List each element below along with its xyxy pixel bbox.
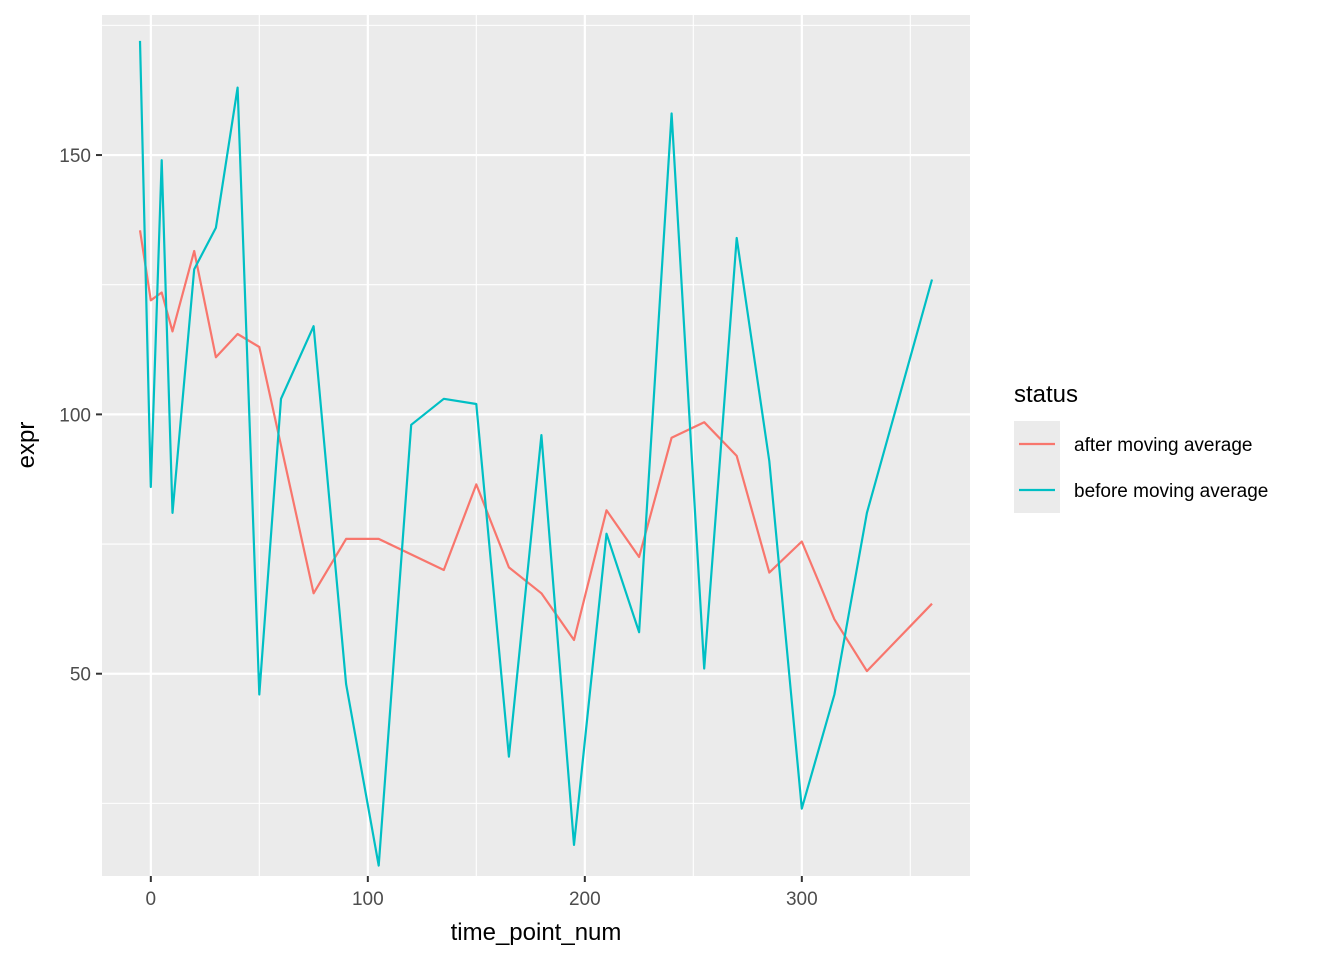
legend-label-after-moving-average: after moving average	[1074, 435, 1253, 456]
series-line-before-moving-average	[138, 40, 934, 867]
y-tick-label: 50	[70, 665, 91, 686]
series-layer	[138, 40, 934, 867]
x-axis-title: time_point_num	[451, 919, 622, 946]
x-tick-label: 0	[146, 889, 157, 910]
y-tick-label: 150	[59, 146, 91, 167]
y-tick-label: 100	[59, 405, 91, 426]
axis-ticks: 0 100 200 300 50 100 150	[59, 146, 817, 910]
y-axis-title: expr	[13, 422, 40, 469]
x-tick-label: 300	[786, 889, 818, 910]
x-tick-label: 200	[569, 889, 601, 910]
legend: status after moving average before movin…	[1014, 381, 1268, 513]
series-line-after-moving-average	[138, 230, 933, 673]
minor-gridlines	[102, 15, 970, 876]
x-tick-label: 100	[352, 889, 384, 910]
legend-label-before-moving-average: before moving average	[1074, 481, 1268, 502]
panel-background	[102, 15, 970, 876]
legend-title: status	[1014, 381, 1078, 408]
